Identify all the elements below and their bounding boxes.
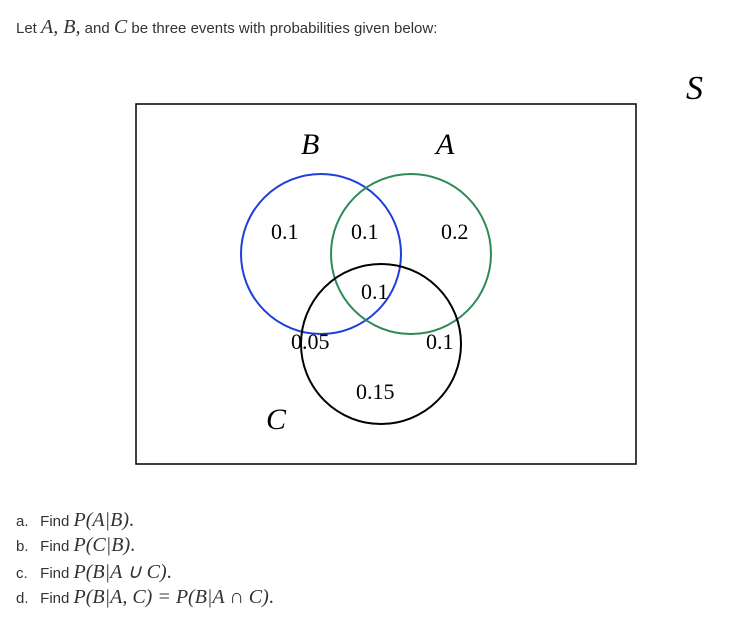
q-suffix: .: [269, 586, 274, 608]
prompt-pre: Let: [16, 20, 41, 37]
venn-diagram: S B A C 0.1 0.2 0.1 0.1 0.05 0.1 0.15: [16, 59, 727, 479]
question-c: c. Find P(B|A ∪ C).: [16, 559, 727, 584]
questions-list: a. Find P(A|B). b. Find P(C|B). c. Find …: [16, 509, 727, 609]
value-ab: 0.1: [351, 219, 379, 244]
value-b-only: 0.1: [271, 219, 299, 244]
q-label: b.: [16, 538, 36, 555]
value-ac: 0.1: [426, 329, 454, 354]
value-abc: 0.1: [361, 279, 389, 304]
q-expr: P(C|B): [74, 534, 131, 556]
prompt-varC: C: [114, 16, 127, 38]
q-text: Find: [40, 513, 73, 530]
label-a: A: [434, 128, 455, 161]
sample-space-label: S: [686, 70, 703, 107]
question-a: a. Find P(A|B).: [16, 509, 727, 532]
q-suffix: .: [130, 534, 135, 556]
q-text: Find: [40, 590, 73, 607]
prompt-line: Let A, B, and C be three events with pro…: [16, 16, 727, 39]
q-label: a.: [16, 513, 36, 530]
prompt-vars: A, B,: [41, 16, 80, 38]
prompt-post: be three events with probabilities given…: [127, 20, 437, 37]
q-label: d.: [16, 590, 36, 607]
question-d: d. Find P(B|A, C) = P(B|A ∩ C).: [16, 586, 727, 609]
label-b: B: [301, 128, 319, 161]
value-a-only: 0.2: [441, 219, 469, 244]
q-suffix: .: [129, 509, 134, 531]
q-label: c.: [16, 565, 36, 582]
q-expr: P(B|A, C) = P(B|A ∩ C): [74, 586, 269, 608]
venn-svg: S B A C 0.1 0.2 0.1 0.1 0.05 0.1 0.15: [16, 59, 743, 479]
q-suffix: .: [167, 561, 172, 583]
circle-b: [241, 174, 401, 334]
label-c: C: [266, 403, 287, 436]
q-text: Find: [40, 565, 73, 582]
q-text: Find: [40, 538, 73, 555]
value-c-only: 0.15: [356, 379, 395, 404]
prompt-mid: and: [80, 20, 113, 37]
circle-a: [331, 174, 491, 334]
question-b: b. Find P(C|B).: [16, 534, 727, 557]
q-expr: P(A|B): [74, 509, 129, 531]
q-expr: P(B|A ∪ C): [74, 561, 167, 583]
value-bc: 0.05: [291, 329, 330, 354]
